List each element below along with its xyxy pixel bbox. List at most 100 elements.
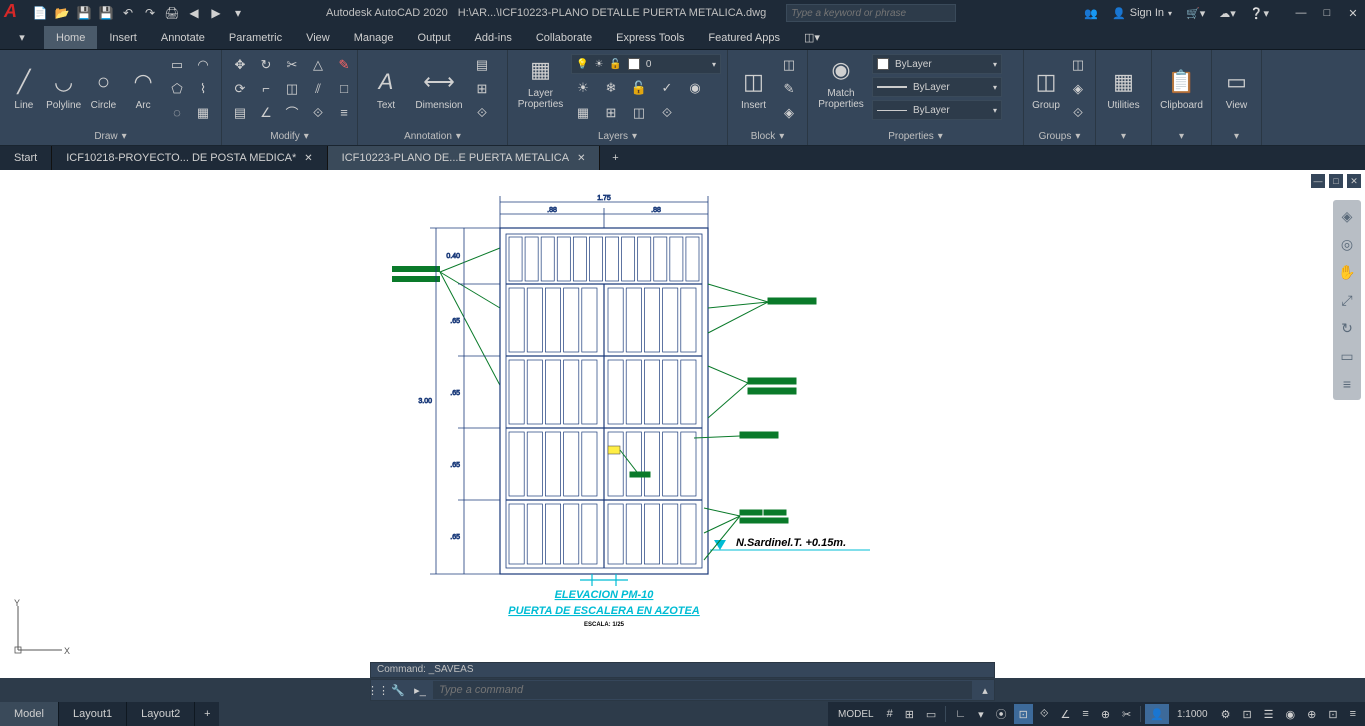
layer-dropdown[interactable]: 💡 ☀ 🔓 0 ▾	[571, 54, 721, 74]
layer-iso[interactable]: ☀	[571, 77, 595, 99]
group-edit[interactable]: ◈	[1066, 78, 1090, 100]
tool-fillet[interactable]: ⌐	[254, 78, 278, 100]
app-menu-button[interactable]: ▾	[0, 26, 44, 49]
tool-match-properties[interactable]: ◉Match Properties	[814, 54, 868, 110]
panel-draw-title[interactable]: Draw ▾	[0, 127, 221, 145]
status-model-label[interactable]: MODEL	[832, 709, 880, 720]
status-scale[interactable]: 1:1000	[1171, 709, 1214, 720]
status-transparency[interactable]: ⊕	[1096, 704, 1115, 724]
tool-scale[interactable]: ⫽	[306, 78, 330, 100]
tab-featured-apps[interactable]: Featured Apps	[696, 26, 792, 49]
qat-redo-icon[interactable]: ↷	[142, 5, 158, 21]
tab-output[interactable]: Output	[406, 26, 463, 49]
status-quick[interactable]: ⊕	[1302, 704, 1321, 724]
tool-line[interactable]: ╱Line	[6, 66, 42, 111]
close-icon[interactable]: ✕	[577, 153, 585, 164]
vp-minimize[interactable]: —	[1311, 174, 1325, 188]
tab-annotate[interactable]: Annotate	[149, 26, 217, 49]
status-snap[interactable]: ⊞	[900, 704, 919, 724]
tool-align[interactable]: ⟐	[306, 102, 330, 124]
status-gear[interactable]: ⚙	[1216, 704, 1236, 724]
status-osnap[interactable]: ⊡	[1014, 704, 1033, 724]
status-polar[interactable]: ▾	[973, 704, 989, 724]
tab-express-tools[interactable]: Express Tools	[604, 26, 696, 49]
tool-erase[interactable]: ✎	[332, 54, 356, 76]
block-create[interactable]: ◫	[777, 54, 801, 76]
qat-open-icon[interactable]: 📂	[54, 5, 70, 21]
minimize-button[interactable]: —	[1293, 7, 1309, 20]
status-otrack[interactable]: ∠	[1056, 704, 1076, 724]
command-customize-icon[interactable]: 🔧	[389, 684, 407, 697]
status-ws[interactable]: ⊡	[1237, 704, 1256, 724]
layer-lock[interactable]: 🔓	[627, 77, 651, 99]
close-icon[interactable]: ✕	[304, 153, 312, 164]
status-lineweight[interactable]: ≡	[1077, 704, 1093, 724]
qat-save-icon[interactable]: 💾	[76, 5, 92, 21]
tool-rect[interactable]: ▭	[165, 54, 189, 76]
qat-more-icon[interactable]: ▾	[230, 5, 246, 21]
tab-extra[interactable]: ◫▾	[792, 26, 832, 49]
tool-explode[interactable]: ⌒	[280, 102, 304, 124]
tool-insert-block[interactable]: ◫Insert	[734, 66, 773, 111]
status-clean[interactable]: ≡	[1345, 704, 1361, 724]
tool-copy[interactable]: ⟳	[228, 78, 252, 100]
tool-clipboard[interactable]: 📋Clipboard	[1158, 66, 1205, 111]
cloud-icon[interactable]: ☁▾	[1219, 7, 1236, 20]
tool-join[interactable]: ≡	[332, 102, 356, 124]
file-tab-start[interactable]: Start	[0, 146, 52, 170]
cart-icon[interactable]: 🛒▾	[1186, 7, 1205, 20]
layer-match[interactable]: ✓	[655, 77, 679, 99]
status-3dosnap[interactable]: ⟐	[1035, 704, 1054, 724]
tool-view[interactable]: ▭View	[1218, 66, 1255, 111]
tab-manage[interactable]: Manage	[342, 26, 406, 49]
search-input[interactable]	[786, 4, 956, 22]
tool-point[interactable]: ◌	[165, 102, 189, 124]
qat-next-icon[interactable]: ▶	[208, 5, 224, 21]
tool-mtext[interactable]: ⟐	[470, 102, 494, 124]
status-iso[interactable]: ⦿	[991, 704, 1012, 724]
panel-clipboard-title[interactable]: ▾	[1152, 127, 1211, 145]
tool-group[interactable]: ◫Group	[1030, 66, 1062, 111]
panel-annotation-title[interactable]: Annotation ▾	[358, 127, 507, 145]
tool-stretch[interactable]: ▤	[228, 102, 252, 124]
tool-leader[interactable]: ⊞	[470, 78, 494, 100]
tool-dimension[interactable]: ⟷Dimension	[412, 66, 466, 111]
panel-properties-title[interactable]: Properties ▾	[808, 127, 1023, 145]
vp-maximize[interactable]: □	[1329, 174, 1343, 188]
maximize-button[interactable]: □	[1319, 7, 1335, 20]
qat-saveas-icon[interactable]: 💾	[98, 5, 114, 21]
tab-parametric[interactable]: Parametric	[217, 26, 294, 49]
group-select[interactable]: ⟐	[1066, 102, 1090, 124]
command-recent-icon[interactable]: ▴	[976, 684, 994, 697]
vp-close[interactable]: ✕	[1347, 174, 1361, 188]
panel-groups-title[interactable]: Groups ▾	[1024, 127, 1095, 145]
group-ungroup[interactable]: ◫	[1066, 54, 1090, 76]
tool-table[interactable]: ▤	[470, 54, 494, 76]
help-icon[interactable]: ❔▾	[1250, 7, 1269, 20]
tool-array[interactable]: □	[332, 78, 356, 100]
layer-freeze[interactable]: ❄	[599, 77, 623, 99]
tab-home[interactable]: Home	[44, 26, 97, 49]
layout-tab-add[interactable]: +	[195, 702, 219, 726]
status-hw[interactable]: ⊡	[1323, 704, 1342, 724]
app-logo[interactable]: A	[4, 1, 28, 25]
qat-print-icon[interactable]: 🖨	[164, 5, 180, 21]
tool-chamfer[interactable]: ∠	[254, 102, 278, 124]
layer-off[interactable]: ▦	[571, 102, 595, 124]
layout-tab-1[interactable]: Layout1	[59, 702, 127, 726]
file-tab-2[interactable]: ICF10223-PLANO DE...E PUERTA METALICA✕	[328, 146, 601, 170]
layout-tab-model[interactable]: Model	[0, 702, 59, 726]
tab-addins[interactable]: Add-ins	[463, 26, 524, 49]
qat-prev-icon[interactable]: ◀	[186, 5, 202, 21]
block-attr[interactable]: ◈	[777, 102, 801, 124]
tab-insert[interactable]: Insert	[97, 26, 149, 49]
file-tab-1[interactable]: ICF10218-PROYECTO... DE POSTA MEDICA*✕	[52, 146, 327, 170]
block-edit[interactable]: ✎	[777, 78, 801, 100]
share-icon[interactable]: 👥	[1084, 7, 1098, 20]
drawing-area[interactable]: — □ ✕ ◈ ◎ ✋ ⤢ ↻ ▭ ≡ 1.75	[0, 170, 1365, 678]
panel-layers-title[interactable]: Layers ▾	[508, 127, 727, 145]
qat-undo-icon[interactable]: ↶	[120, 5, 136, 21]
tool-mirror[interactable]: △	[306, 54, 330, 76]
tool-polyline[interactable]: ◡Polyline	[46, 66, 82, 111]
tool-arc[interactable]: ◠Arc	[125, 66, 161, 111]
